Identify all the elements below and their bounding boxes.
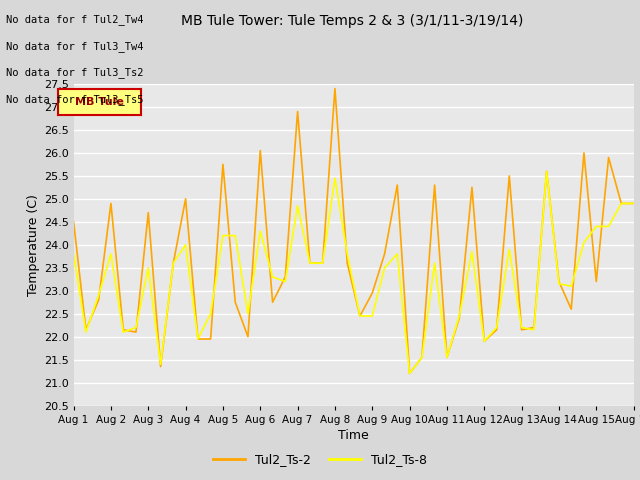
Y-axis label: Temperature (C): Temperature (C) bbox=[27, 194, 40, 296]
Text: No data for f Tul2_Tw4: No data for f Tul2_Tw4 bbox=[6, 14, 144, 25]
Text: MB Tule Tower: Tule Temps 2 & 3 (3/1/11-3/19/14): MB Tule Tower: Tule Temps 2 & 3 (3/1/11-… bbox=[181, 14, 523, 28]
Text: No data for f Tul3_Tw4: No data for f Tul3_Tw4 bbox=[6, 41, 144, 52]
Text: MB Tule: MB Tule bbox=[75, 97, 124, 107]
Text: No data for f Tul3_Ts2: No data for f Tul3_Ts2 bbox=[6, 67, 144, 78]
X-axis label: Time: Time bbox=[338, 429, 369, 442]
Text: No data for f Tul3_Ts5: No data for f Tul3_Ts5 bbox=[6, 94, 144, 105]
Legend: Tul2_Ts-2, Tul2_Ts-8: Tul2_Ts-2, Tul2_Ts-8 bbox=[209, 448, 431, 471]
